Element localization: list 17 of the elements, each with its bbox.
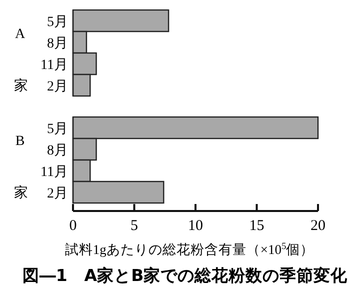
- text: 図―1 A家とB家での総花粉数の季節変化: [22, 266, 349, 285]
- y-tick-label: 2月: [47, 186, 68, 202]
- x-tick-label: 20: [310, 218, 326, 234]
- y-tick-label: 8月: [47, 143, 68, 158]
- y-tick-label: 11月: [40, 58, 68, 73]
- y-tick-label: 5月: [47, 14, 68, 30]
- x-tick-label: 10: [188, 218, 203, 234]
- y-tick-label: 2月: [47, 79, 68, 94]
- x-tick-label: 0: [69, 218, 77, 234]
- y-tick-label: 11月: [40, 164, 68, 180]
- y-axis-title: A家: [12, 27, 28, 93]
- x-axis-title: 試料1gあたりの総花粉含有量（×10$^{5}$個）: [64, 242, 314, 257]
- y-tick-label: 5月: [47, 122, 68, 137]
- x-tick-label: 15: [249, 218, 264, 234]
- y-tick-label: 8月: [47, 36, 68, 52]
- y-axis-title: B家: [12, 134, 28, 200]
- x-tick-label: 5: [130, 218, 138, 234]
